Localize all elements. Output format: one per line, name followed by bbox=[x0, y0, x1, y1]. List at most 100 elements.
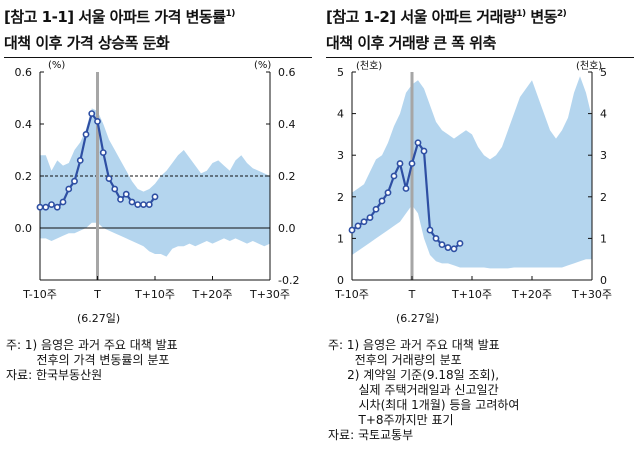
left-y-tick-label-left: 0.0 bbox=[15, 222, 33, 235]
right-data-point bbox=[456, 239, 464, 247]
right-data-point bbox=[414, 139, 422, 147]
right-data-point bbox=[438, 241, 446, 249]
right-note-line: 자료: 국토교통부 bbox=[328, 428, 414, 442]
left-y-tick-label-left: 0.4 bbox=[15, 118, 33, 131]
right-data-point bbox=[372, 205, 380, 213]
left-data-point bbox=[88, 110, 96, 117]
left-y-tick-label-left: 0.6 bbox=[15, 66, 33, 79]
right-data-point bbox=[396, 160, 404, 167]
right-data-point bbox=[378, 197, 386, 205]
right-transaction-volume-chart: 0 0 1 1 2 2 3 3 4 4 5 5 T-10주 T T+10주 T+20주 T+30주 (천호) (천… bbox=[334, 60, 612, 325]
right-note-line: 시차(최대 1개월) 등을 고려하여 bbox=[328, 398, 520, 412]
right-chart-title: [참고 1-2] 서울 아파트 거래량1) 변동2) bbox=[326, 8, 567, 26]
right-note-line: 주: 1) 음영은 과거 주요 대책 발표 bbox=[328, 338, 500, 352]
left-data-point bbox=[65, 185, 73, 193]
left-data-point bbox=[94, 118, 101, 125]
left-event-date-label: (6.27일) bbox=[77, 311, 120, 325]
left-x-tick-label: T+10주 bbox=[134, 288, 175, 301]
right-y-tick-label-left: 2 bbox=[337, 191, 344, 204]
right-title-footnote-mark-2: 2) bbox=[556, 9, 567, 19]
left-chart-panel: [참고 1-1] 서울 아파트 가격 변동률1) 대책 이후 가격 상승폭 둔화… bbox=[0, 0, 316, 453]
right-x-tick-label: T+30주 bbox=[571, 288, 612, 301]
left-data-point bbox=[117, 195, 124, 203]
left-data-point bbox=[111, 185, 119, 193]
right-plot-area: 0 0 1 1 2 2 3 3 4 4 5 5 T-10주 T T+10주 T+20주 T+30주 bbox=[334, 66, 612, 301]
right-data-point bbox=[360, 218, 368, 226]
right-chart-subtitle: 대책 이후 거래량 큰 폭 위축 bbox=[326, 34, 496, 52]
left-y-tick-label-right: 0.4 bbox=[278, 118, 296, 131]
right-note-line: 2) 계약일 기준(9.18일 조회), bbox=[328, 368, 500, 382]
left-price-change-chart: -0.2 0.0 0.0 0.2 0.2 0.4 0.4 0.6 0.6 T-10주 T T+10주 T… bbox=[15, 60, 300, 325]
right-data-point bbox=[444, 244, 452, 251]
right-data-point bbox=[450, 245, 458, 253]
left-chart-subtitle: 대책 이후 가격 상승폭 둔화 bbox=[4, 34, 170, 52]
left-x-tick-label: T+30주 bbox=[249, 288, 290, 301]
left-x-tick-label: T bbox=[93, 288, 101, 301]
left-note-line: 자료: 한국부동산원 bbox=[6, 368, 103, 382]
left-data-point bbox=[42, 203, 50, 211]
right-distribution-band bbox=[352, 76, 592, 269]
right-unit-label-left: (천호) bbox=[356, 60, 382, 72]
left-data-point bbox=[134, 201, 142, 208]
right-event-date-label: (6.27일) bbox=[396, 311, 439, 325]
right-data-point bbox=[390, 172, 398, 180]
right-unit-label-right: (천호) bbox=[576, 60, 602, 72]
right-data-point bbox=[408, 160, 416, 167]
right-data-point bbox=[366, 214, 374, 221]
right-data-point bbox=[420, 147, 428, 155]
left-y-tick-label-right: 0.6 bbox=[278, 66, 296, 79]
right-data-point bbox=[354, 222, 362, 230]
left-note-line: 주: 1) 음영은 과거 주요 대책 발표 bbox=[6, 338, 178, 352]
right-y-tick-label-left: 0 bbox=[337, 274, 344, 287]
right-y-tick-label-right: 3 bbox=[600, 149, 607, 162]
right-title-footnote-mark-1: 1) bbox=[516, 9, 526, 19]
right-data-point bbox=[402, 185, 410, 192]
left-data-point bbox=[82, 131, 90, 138]
right-chart-notes: 주: 1) 음영은 과거 주요 대책 발표 전후의 거래량의 분포 2) 계약일… bbox=[328, 338, 519, 443]
right-y-tick-label-right: 0 bbox=[600, 274, 607, 287]
left-y-tick-label-left: 0.2 bbox=[15, 170, 33, 183]
left-data-point bbox=[122, 190, 130, 198]
right-y-tick-label-right: 5 bbox=[600, 66, 607, 79]
right-y-tick-label-left: 1 bbox=[337, 232, 344, 245]
right-data-point bbox=[384, 189, 392, 197]
right-y-tick-label-right: 1 bbox=[600, 232, 607, 245]
right-y-tick-label-left: 3 bbox=[337, 149, 344, 162]
left-y-tick-label-right: -0.2 bbox=[278, 274, 299, 287]
right-y-tick-label-right: 4 bbox=[600, 108, 607, 121]
left-chart-notes: 주: 1) 음영은 과거 주요 대책 발표 전후의 가격 변동률의 분포 자료: … bbox=[6, 338, 178, 383]
right-x-tick-label: T+20주 bbox=[511, 288, 552, 301]
left-data-point bbox=[99, 149, 107, 156]
left-unit-label-right: (%) bbox=[254, 60, 271, 71]
left-data-point bbox=[151, 193, 159, 201]
left-plot-area: -0.2 0.0 0.0 0.2 0.2 0.4 0.4 0.6 0.6 T-10주 T T+10주 T… bbox=[15, 66, 300, 301]
left-data-point bbox=[105, 175, 113, 182]
left-data-point bbox=[53, 203, 61, 211]
left-x-tick-label: T+20주 bbox=[191, 288, 232, 301]
left-y-tick-label-right: 0.0 bbox=[278, 222, 296, 235]
right-x-tick-label: T+10주 bbox=[451, 288, 492, 301]
left-data-point bbox=[71, 177, 78, 185]
left-note-line: 전후의 가격 변동률의 분포 bbox=[6, 353, 170, 367]
right-note-line: T+8주까지만 표기 bbox=[328, 413, 454, 427]
right-data-point bbox=[348, 226, 356, 234]
right-y-tick-label-left: 4 bbox=[337, 108, 344, 121]
right-y-tick-label-left: 5 bbox=[337, 66, 344, 79]
left-title-footnote-mark: 1) bbox=[225, 9, 236, 19]
right-chart-panel: [참고 1-2] 서울 아파트 거래량1) 변동2) 대책 이후 거래량 큰 폭… bbox=[322, 0, 638, 453]
left-y-tick-label-right: 0.2 bbox=[278, 170, 296, 183]
left-x-tick-label: T-10주 bbox=[22, 288, 57, 301]
right-note-line: 전후의 거래량의 분포 bbox=[328, 353, 462, 367]
right-title-rule bbox=[326, 57, 634, 58]
right-x-tick-label: T-10주 bbox=[334, 288, 369, 301]
right-data-point bbox=[432, 234, 440, 242]
right-note-line: 실제 주택거래일과 신고일간 bbox=[328, 383, 499, 397]
left-title-rule bbox=[4, 57, 312, 58]
left-data-point bbox=[145, 201, 153, 208]
left-data-point bbox=[128, 198, 136, 206]
right-data-point bbox=[426, 226, 434, 234]
left-data-point bbox=[48, 201, 55, 208]
left-data-point bbox=[59, 198, 67, 206]
right-x-tick-label: T bbox=[408, 288, 416, 301]
right-y-tick-label-right: 2 bbox=[600, 191, 607, 204]
